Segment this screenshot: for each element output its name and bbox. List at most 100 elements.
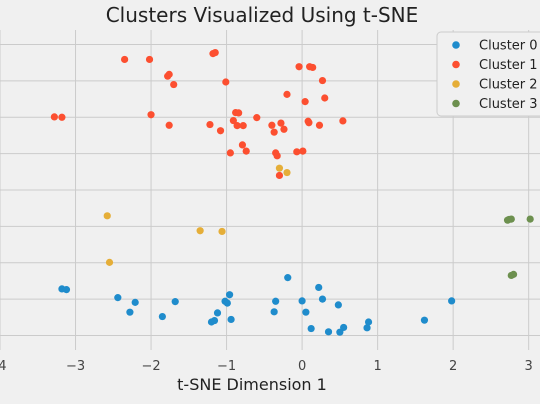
ticks-layer: -4 −3 −2 −1 0 1 2 3 [0,359,533,374]
data-point [145,55,154,64]
data-point [229,116,237,125]
data-point [339,117,347,125]
series-cluster-3 [503,215,534,280]
chart-title: Clusters Visualized Using t-SNE [106,3,419,27]
data-point [239,122,247,130]
data-point [165,70,173,78]
data-point [318,76,327,85]
data-point [170,80,178,89]
legend: Cluster 0 Cluster 1 Cluster 2 Cluster 3 [436,31,540,117]
data-point [50,113,58,121]
x-tick-label: −2 [141,359,160,374]
data-point [105,258,114,266]
legend-label: Cluster 0 [479,39,538,54]
data-point [222,78,230,86]
data-point [216,127,225,135]
series-cluster-1 [50,48,347,180]
legend-label: Cluster 3 [479,97,538,112]
data-point [223,299,231,307]
data-point [114,294,122,302]
x-tick-label: 0 [298,359,306,374]
data-point [218,227,226,236]
data-point [283,90,291,98]
data-point [305,119,313,127]
data-point [301,98,309,106]
legend-box [436,31,540,117]
data-point [206,120,214,129]
data-point [62,286,71,294]
data-point [226,149,234,157]
data-point [210,316,219,325]
data-point [227,315,235,324]
legend-marker [452,80,460,88]
data-point [298,297,306,305]
data-point [121,55,129,64]
data-point [280,125,288,133]
x-tick-label: 1 [373,359,381,374]
data-point [275,171,284,180]
x-tick-label: -4 [0,359,6,374]
data-point [272,297,280,305]
data-point [315,283,323,292]
data-point [211,48,219,57]
data-point [318,295,327,303]
data-point [315,121,324,129]
data-point [253,114,261,122]
data-point [158,312,166,321]
data-point [420,316,429,324]
data-point [275,164,284,172]
data-point [324,328,333,336]
legend-label: Cluster 2 [479,78,538,93]
data-point [321,94,329,102]
data-point [293,148,301,156]
data-point [507,215,515,223]
data-point [334,301,342,309]
data-point [238,141,247,149]
x-tick-label: 2 [449,359,457,374]
x-tick-label: −3 [66,359,85,374]
data-point [242,147,250,155]
points-layer [50,48,534,336]
data-point [309,63,317,72]
data-point [364,318,373,326]
data-point [270,128,278,136]
data-point [273,152,281,160]
data-point [284,274,292,282]
data-point [509,270,518,278]
x-tick-label: 3 [525,359,533,374]
data-point [295,63,303,71]
series-cluster-2 [103,164,291,266]
data-point [213,309,222,317]
legend-label: Cluster 1 [479,58,538,73]
data-point [307,324,315,333]
legend-marker [452,60,460,69]
data-point [302,308,310,316]
data-point [165,121,173,129]
data-point [235,109,243,117]
data-point [448,297,456,305]
legend-marker [452,41,460,49]
data-point [131,298,139,306]
data-point [277,119,285,127]
data-point [233,122,241,130]
data-point [299,147,307,155]
data-point [270,308,278,316]
data-point [196,227,204,235]
legend-marker [452,99,460,108]
data-point [147,111,155,119]
data-point [283,168,291,177]
data-point [58,113,66,121]
data-point [225,291,234,299]
series-cluster-0 [58,274,456,336]
data-point [340,323,348,332]
x-tick-label: −1 [217,359,236,374]
x-axis-label: t-SNE Dimension 1 [177,375,327,394]
data-point [126,308,134,316]
data-point [526,215,534,223]
data-point [268,121,276,129]
data-point [363,324,371,332]
data-point [103,212,111,220]
data-point [171,298,179,306]
